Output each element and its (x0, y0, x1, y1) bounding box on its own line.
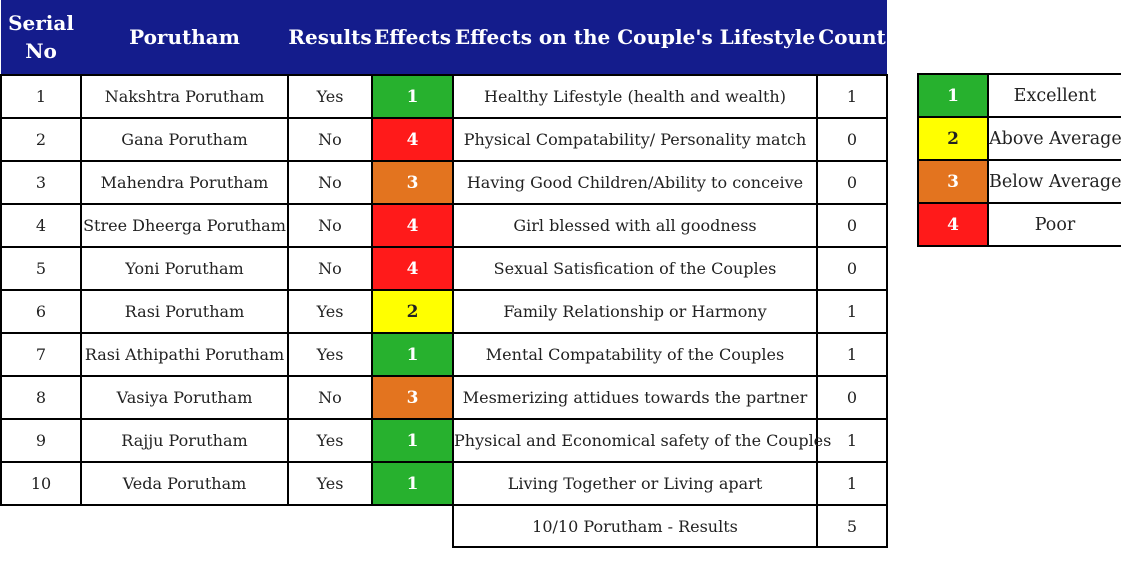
result-cell: Yes (287, 418, 373, 463)
serial-header-line2: No (25, 39, 57, 63)
effect-cell: 2 (371, 289, 454, 334)
count-cell: 1 (816, 461, 888, 506)
legend-label: Poor (987, 202, 1121, 247)
count-cell: 0 (816, 160, 888, 205)
lifestyle-cell: Healthy Lifestyle (health and wealth) (452, 74, 818, 119)
porutham-cell: Rasi Athipathi Porutham (80, 332, 289, 377)
porutham-cell: Yoni Porutham (80, 246, 289, 291)
total-row: 10/10 Porutham - Results 5 (1, 504, 888, 548)
effect-cell: 4 (371, 117, 454, 162)
effect-cell: 1 (371, 461, 454, 506)
table-row: 10 Veda Porutham Yes 1 Living Together o… (0, 461, 888, 506)
legend-row: 1 Excellent (917, 73, 1121, 118)
effect-cell: 4 (371, 203, 454, 248)
count-cell: 0 (816, 246, 888, 291)
legend-swatch: 3 (917, 159, 989, 204)
lifestyle-cell: Mesmerizing attidues towards the partner (452, 375, 818, 420)
total-spacer (1, 505, 453, 547)
serial-header-line1: Serial (8, 11, 74, 35)
effect-cell: 3 (371, 160, 454, 205)
lifestyle-cell: Family Relationship or Harmony (452, 289, 818, 334)
count-cell: 0 (816, 117, 888, 162)
serial-cell: 7 (0, 332, 82, 377)
porutham-cell: Gana Porutham (80, 117, 289, 162)
legend-swatch: 1 (917, 73, 989, 118)
count-header: Count (817, 0, 887, 75)
table-row: 4 Stree Dheerga Porutham No 4 Girl bless… (0, 203, 888, 248)
total-count: 5 (816, 504, 888, 548)
count-cell: 0 (816, 203, 888, 248)
legend-swatch: 2 (917, 116, 989, 161)
result-cell: No (287, 246, 373, 291)
total-label: 10/10 Porutham - Results (452, 504, 818, 548)
serial-cell: 4 (0, 203, 82, 248)
result-cell: No (287, 203, 373, 248)
serial-no-header: Serial No (1, 0, 81, 75)
lifestyle-cell: Sexual Satisfication of the Couples (452, 246, 818, 291)
count-cell: 1 (816, 74, 888, 119)
porutham-cell: Nakshtra Porutham (80, 74, 289, 119)
serial-cell: 9 (0, 418, 82, 463)
table-row: 5 Yoni Porutham No 4 Sexual Satisficatio… (0, 246, 888, 291)
serial-cell: 6 (0, 289, 82, 334)
result-cell: No (287, 160, 373, 205)
porutham-cell: Veda Porutham (80, 461, 289, 506)
porutham-cell: Stree Dheerga Porutham (80, 203, 289, 248)
legend-label: Excellent (987, 73, 1121, 118)
lifestyle-cell: Physical Compatability/ Personality matc… (452, 117, 818, 162)
porutham-cell: Rasi Porutham (80, 289, 289, 334)
lifestyle-cell: Mental Compatability of the Couples (452, 332, 818, 377)
effect-cell: 1 (371, 74, 454, 119)
count-cell: 0 (816, 375, 888, 420)
lifestyle-cell: Physical and Economical safety of the Co… (452, 418, 831, 463)
legend-swatch: 4 (917, 202, 989, 247)
count-cell: 1 (816, 418, 888, 463)
table-row: 7 Rasi Athipathi Porutham Yes 1 Mental C… (0, 332, 888, 377)
legend-row: 4 Poor (917, 202, 1121, 247)
serial-cell: 8 (0, 375, 82, 420)
serial-cell: 2 (0, 117, 82, 162)
table-row: 6 Rasi Porutham Yes 2 Family Relationshi… (0, 289, 888, 334)
effects-header: Effects (372, 0, 453, 75)
table-row: 2 Gana Porutham No 4 Physical Compatabil… (0, 117, 888, 162)
serial-cell: 1 (0, 74, 82, 119)
result-cell: Yes (287, 289, 373, 334)
legend-label: Above Average (987, 116, 1121, 161)
serial-cell: 3 (0, 160, 82, 205)
serial-cell: 10 (0, 461, 82, 506)
effects-legend: 1 Excellent 2 Above Average 3 Below Aver… (917, 73, 1121, 247)
table-row: 8 Vasiya Porutham No 3 Mesmerizing attid… (0, 375, 888, 420)
table-row: 1 Nakshtra Porutham Yes 1 Healthy Lifest… (0, 74, 888, 119)
legend-label: Below Average (987, 159, 1121, 204)
result-cell: No (287, 117, 373, 162)
porutham-header: Porutham (81, 0, 288, 75)
table-row: 9 Rajju Porutham Yes 1 Physical and Econ… (0, 418, 888, 463)
legend-row: 2 Above Average (917, 116, 1121, 161)
porutham-cell: Rajju Porutham (80, 418, 289, 463)
porutham-table: Serial No Porutham Results Effects Effect… (0, 0, 888, 548)
lifestyle-cell: Having Good Children/Ability to conceive (452, 160, 818, 205)
header-row: Serial No Porutham Results Effects Effect… (1, 0, 887, 75)
results-header: Results (288, 0, 372, 75)
count-cell: 1 (816, 289, 888, 334)
serial-cell: 5 (0, 246, 82, 291)
lifestyle-cell: Living Together or Living apart (452, 461, 818, 506)
effect-cell: 1 (371, 332, 454, 377)
result-cell: No (287, 375, 373, 420)
effect-cell: 1 (371, 418, 454, 463)
porutham-cell: Mahendra Porutham (80, 160, 289, 205)
effect-cell: 3 (371, 375, 454, 420)
lifestyle-cell: Girl blessed with all goodness (452, 203, 818, 248)
porutham-cell: Vasiya Porutham (80, 375, 289, 420)
result-cell: Yes (287, 332, 373, 377)
result-cell: Yes (287, 461, 373, 506)
count-cell: 1 (816, 332, 888, 377)
lifestyle-header: Effects on the Couple's Lifestyle (453, 0, 817, 75)
effect-cell: 4 (371, 246, 454, 291)
table-row: 3 Mahendra Porutham No 3 Having Good Chi… (0, 160, 888, 205)
legend-row: 3 Below Average (917, 159, 1121, 204)
result-cell: Yes (287, 74, 373, 119)
